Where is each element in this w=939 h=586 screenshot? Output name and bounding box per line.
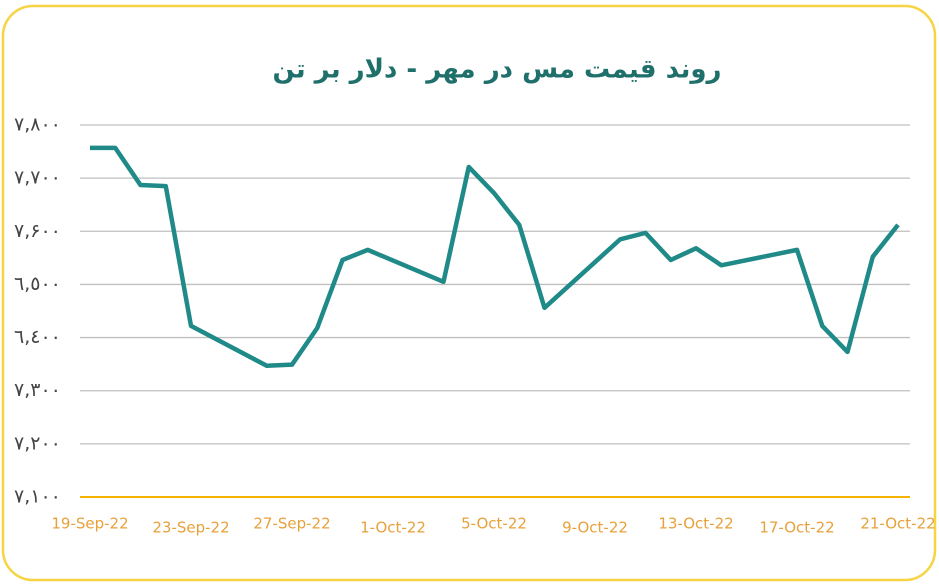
chart-frame	[1, 4, 937, 582]
y-tick-label: ۷,۶۰۰	[14, 220, 61, 242]
x-tick-label: 13-Oct-22	[658, 515, 733, 533]
y-tick-label: ۷,۱۰۰	[14, 486, 61, 508]
x-tick-label: 21-Oct-22	[860, 515, 935, 533]
x-tick-label: 19-Sep-22	[51, 515, 128, 533]
y-tick-label: ۷,۳۰۰	[14, 379, 61, 401]
y-tick-label: ۷,۲۰۰	[14, 432, 61, 454]
chart-title: روند قیمت مس در مهر - دلار بر تن	[272, 55, 721, 85]
x-tick-label: 9-Oct-22	[562, 519, 628, 537]
y-tick-label: ٦,٤٠٠	[14, 326, 61, 348]
y-tick-label: ٦,٥٠٠	[14, 273, 61, 295]
x-tick-label: 17-Oct-22	[759, 519, 834, 537]
y-tick-label: ۷,۷۰۰	[14, 167, 61, 189]
x-tick-label: 23-Sep-22	[152, 519, 229, 537]
x-tick-label: 5-Oct-22	[461, 515, 527, 533]
y-tick-label: ۷,۸۰۰	[14, 114, 61, 136]
data-line	[90, 145, 900, 368]
x-tick-label: 27-Sep-22	[253, 515, 330, 533]
x-tick-label: 1-Oct-22	[360, 519, 426, 537]
